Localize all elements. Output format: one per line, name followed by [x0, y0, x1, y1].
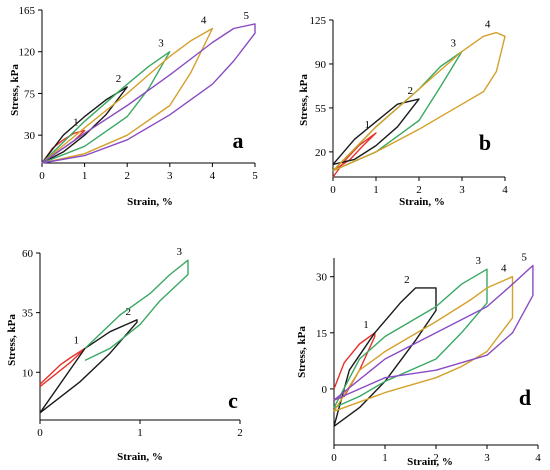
y-tick-label: 55	[315, 103, 327, 115]
series-1-loop	[39, 347, 86, 388]
series-2-loop	[39, 319, 138, 414]
series-4-label: 4	[485, 19, 491, 31]
y-tick-label: 15	[316, 328, 328, 340]
y-axis-title: Stress, kPa	[6, 314, 18, 366]
y-tick-label: 120	[19, 47, 36, 59]
x-tick-label: 3	[459, 184, 465, 196]
y-axis-title: Stress, kPa	[296, 326, 308, 378]
y-tick-label: 35	[22, 308, 34, 320]
x-tick-label: 0	[331, 452, 337, 464]
x-tick-label: 1	[373, 184, 379, 196]
series-2-loop	[333, 287, 437, 427]
panel-c: 0 1 2 10 35 60 Strain, % Stress, kPa 1 2 3 c	[6, 246, 243, 463]
y-tick-label: 60	[22, 248, 34, 260]
series-3-label: 3	[451, 37, 457, 49]
x-tick-label: 0	[39, 170, 45, 182]
panel-letter-d: d	[519, 385, 531, 410]
series-5-loop	[333, 264, 534, 401]
series-1-label: 1	[365, 119, 371, 131]
x-axis-title: Strain, %	[127, 196, 173, 208]
series-4-loop	[41, 27, 214, 164]
series-2-label: 2	[116, 73, 122, 85]
x-tick-label: 2	[416, 184, 422, 196]
panel-a: 0 1 2 3 4 5 30 75 120 165 Strain, % Stress, kPa 1 2 3 4…	[9, 5, 258, 208]
series-3-loop	[333, 268, 488, 409]
series-2-label: 2	[404, 274, 410, 286]
series-5-label: 5	[521, 251, 527, 263]
x-tick-label: 0	[330, 184, 336, 196]
series-3-loop	[41, 51, 171, 164]
y-tick-label: 90	[315, 59, 327, 71]
x-tick-label: 4	[535, 452, 541, 464]
x-tick-label: 1	[382, 452, 388, 464]
x-axis-title: Strain, %	[407, 456, 453, 468]
x-tick-label: 4	[210, 170, 216, 182]
series-1-label: 1	[73, 117, 79, 129]
x-tick-label: 2	[124, 170, 130, 182]
panel-d: 0 1 2 3 4 0 15 30 Strain, % Stress, kPa 1 2 3 4 5 d	[296, 251, 541, 468]
series-3-label: 3	[177, 246, 183, 258]
x-tick-label: 2	[237, 427, 243, 439]
y-tick-label: 10	[22, 367, 34, 379]
series-2-label: 2	[408, 85, 414, 97]
panel-letter-c: c	[228, 388, 238, 413]
x-tick-label: 1	[82, 170, 88, 182]
series-4-label: 4	[501, 263, 507, 275]
y-axis-title: Stress, kPa	[9, 64, 21, 116]
y-axis-title: Stress, kPa	[298, 74, 310, 126]
x-axis-title: Strain, %	[117, 451, 163, 463]
series-3-label: 3	[476, 255, 482, 267]
y-tick-label: 125	[310, 15, 327, 27]
series-1-label: 1	[74, 334, 80, 346]
y-tick-label: 0	[322, 384, 328, 396]
y-tick-label: 30	[24, 130, 36, 142]
series-4-loop	[333, 276, 514, 412]
x-tick-label: 4	[502, 184, 508, 196]
series-1-loop	[332, 132, 377, 178]
x-tick-label: 1	[137, 427, 143, 439]
y-tick-label: 30	[316, 272, 328, 284]
x-tick-label: 5	[252, 170, 258, 182]
x-axis-title: Strain, %	[399, 196, 445, 208]
series-2-loop	[332, 98, 420, 166]
series-2-loop	[41, 86, 128, 164]
series-2-label: 2	[126, 306, 132, 318]
series-5-loop	[41, 23, 256, 164]
y-tick-label: 20	[315, 147, 327, 159]
x-tick-label: 3	[484, 452, 490, 464]
series-3-loop	[84, 259, 189, 362]
series-3-label: 3	[158, 38, 164, 50]
series-4-loop	[332, 31, 506, 172]
panel-b: 0 1 2 3 4 20 55 90 125 Strain, % Stress, kPa 1 2 3 4 b	[298, 15, 508, 208]
series-5-label: 5	[244, 10, 250, 22]
x-tick-label: 3	[167, 170, 173, 182]
panel-letter-b: b	[479, 130, 491, 155]
x-tick-label: 0	[37, 427, 43, 439]
x-tick-label: 2	[433, 452, 439, 464]
series-4-label: 4	[201, 15, 207, 27]
y-tick-label: 165	[19, 5, 36, 17]
series-1-label: 1	[363, 319, 369, 331]
y-tick-label: 75	[24, 88, 36, 100]
panel-letter-a: a	[233, 128, 244, 153]
